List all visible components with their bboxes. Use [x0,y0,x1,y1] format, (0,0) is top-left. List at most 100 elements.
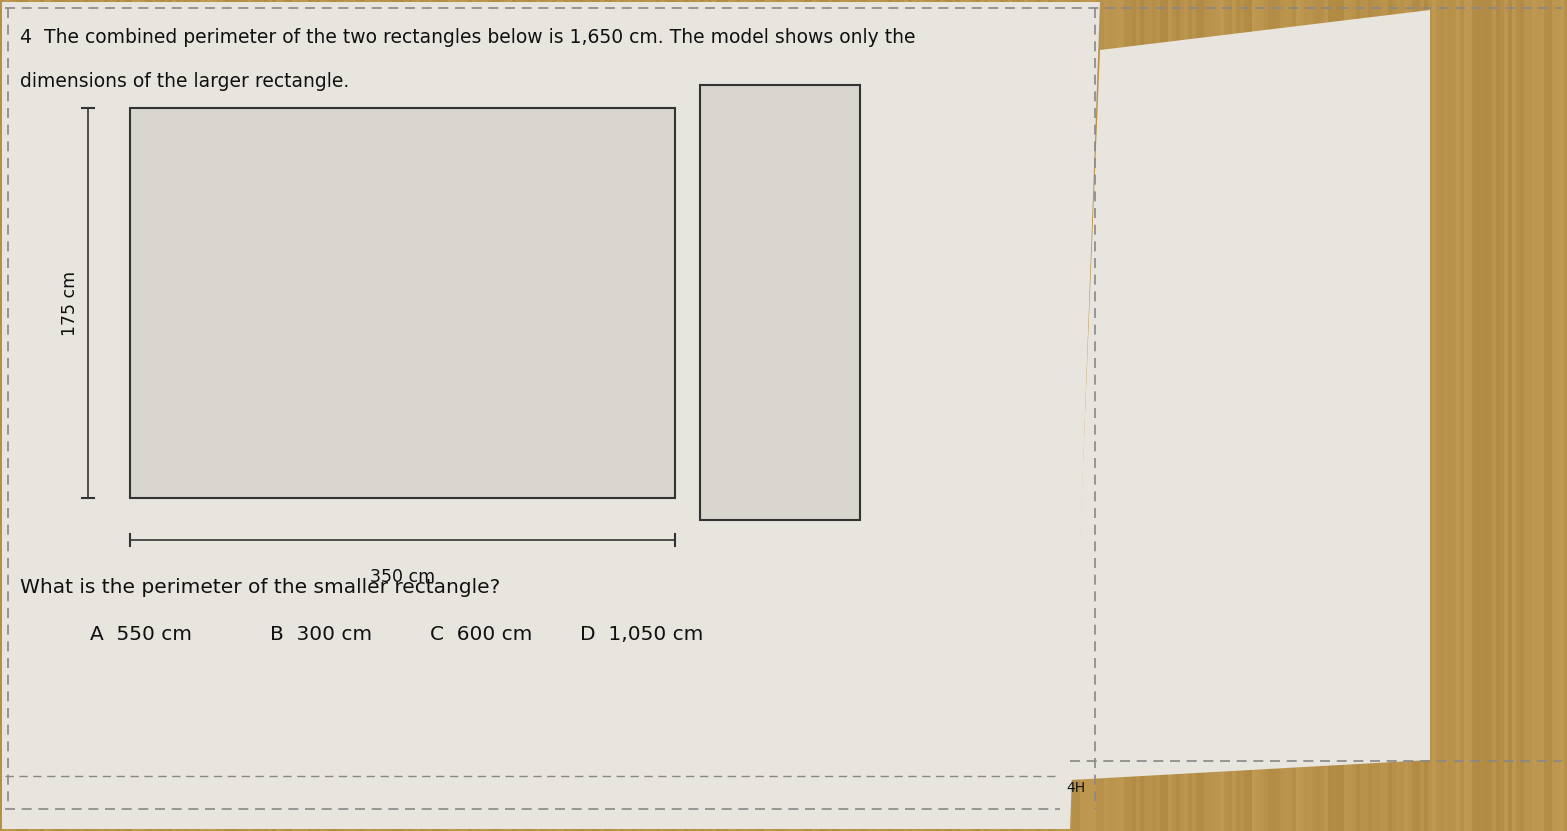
Bar [711,0,716,831]
Bar [8,0,13,831]
Bar [1105,0,1108,831]
Bar [1304,0,1308,831]
Bar [324,0,328,831]
Bar [376,0,381,831]
Bar [425,0,428,831]
Bar [1373,0,1376,831]
Bar [428,0,432,831]
Bar [1185,0,1188,831]
Bar [224,0,229,831]
Bar [1059,0,1064,831]
Bar [328,0,332,831]
Bar [212,0,216,831]
Bar [972,0,976,831]
Bar [1012,0,1015,831]
Text: A  550 cm: A 550 cm [89,625,193,644]
Bar [100,0,103,831]
Bar [332,0,335,831]
Bar [613,0,616,831]
Bar [1428,0,1432,831]
Bar [476,0,480,831]
Bar [1543,0,1548,831]
Bar [464,0,469,831]
Bar [1108,0,1113,831]
Bar [335,0,340,831]
Bar [816,0,820,831]
Bar [5,0,8,831]
Bar [716,0,719,831]
Bar [1224,0,1229,831]
Bar [997,0,1000,831]
Bar [1020,0,1023,831]
Bar [989,0,992,831]
Bar [577,0,580,831]
Text: 4  The combined perimeter of the two rectangles below is 1,650 cm. The model sho: 4 The combined perimeter of the two rect… [20,28,915,47]
Bar [1453,0,1456,831]
Bar [512,0,516,831]
Bar [196,0,201,831]
Bar [480,0,484,831]
Bar [1044,0,1048,831]
Bar [64,0,67,831]
Bar [456,0,461,831]
Bar [96,0,100,831]
Bar [1500,0,1504,831]
Bar [1420,0,1424,831]
Bar [364,0,368,831]
Bar [1301,0,1304,831]
Bar [309,0,312,831]
Bar [740,0,744,831]
Bar [1136,0,1141,831]
Bar [719,0,724,831]
Bar [1376,0,1381,831]
Bar [523,0,528,831]
Bar [528,0,533,831]
Bar [1533,0,1536,831]
Bar [381,0,384,831]
Bar [1424,0,1428,831]
Bar [451,0,456,831]
Bar [668,0,672,831]
Bar [1180,0,1185,831]
Bar [580,0,584,831]
Bar [296,0,299,831]
Bar [31,0,36,831]
Bar [1388,0,1391,831]
Bar [920,0,925,831]
Bar [935,0,940,831]
Bar [505,0,508,831]
Bar [856,0,860,831]
Bar [1337,0,1340,831]
Bar [484,0,487,831]
Bar [232,0,237,831]
Bar [1440,0,1445,831]
Bar [1040,0,1044,831]
Bar [791,0,796,831]
Bar [1340,0,1344,831]
Bar [487,0,492,831]
Bar [448,0,451,831]
Bar [24,0,28,831]
Bar [1260,0,1265,831]
Text: B  300 cm: B 300 cm [270,625,371,644]
Bar [56,0,60,831]
Bar [1409,0,1412,831]
Bar [121,0,124,831]
Bar [1072,0,1077,831]
Bar [304,0,309,831]
Bar [533,0,536,831]
Bar [436,0,440,831]
Bar [644,0,649,831]
Bar [49,0,52,831]
Text: 175 cm: 175 cm [61,270,78,336]
Bar [1435,0,1440,831]
Bar [1391,0,1396,831]
Bar [183,0,188,831]
Bar [1100,0,1105,831]
Bar [360,0,364,831]
Bar [1152,0,1156,831]
Bar [747,0,752,831]
Bar [407,0,412,831]
Bar [1283,0,1288,831]
Bar [1064,0,1069,831]
